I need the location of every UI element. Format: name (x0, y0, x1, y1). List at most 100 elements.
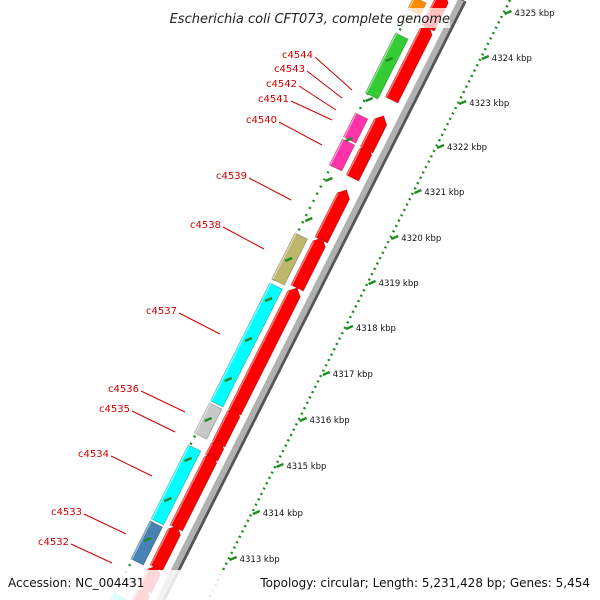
kbp-tick-label: 4314 kbp (263, 509, 303, 519)
reverse-gene-1-highlight (407, 0, 415, 10)
kbp-tick (252, 509, 261, 516)
inner-tick (204, 416, 213, 423)
reverse-gene-6-highlight (210, 282, 272, 402)
gene-leader-line (314, 56, 353, 91)
gene-label[interactable]: c4539 (216, 171, 247, 182)
forward-gene-11-highlight (150, 528, 170, 566)
forward-gene-4-highlight (346, 148, 361, 176)
gene-leader-line (278, 121, 323, 146)
kbp-tick (299, 416, 308, 423)
kbp-tick-label: 4321 kbp (424, 188, 464, 198)
gene-leader-line (110, 455, 153, 477)
forward-gene-10[interactable] (169, 453, 218, 532)
gene-leader-line (131, 410, 176, 433)
kbp-tick (322, 370, 331, 377)
gene-label[interactable]: c4541 (258, 94, 289, 105)
forward-gene-3[interactable] (359, 115, 388, 154)
reverse-gene-8-highlight (151, 444, 190, 520)
gene-leader-line (70, 543, 113, 564)
gene-label[interactable]: c4535 (99, 404, 130, 415)
forward-gene-2-highlight (385, 28, 422, 98)
genome-backbone (156, 0, 464, 600)
kbp-tick-label: 4318 kbp (356, 324, 396, 334)
map-title: Escherichia coli CFT073, complete genome (170, 12, 450, 27)
gene-label[interactable]: c4542 (266, 79, 297, 90)
reverse-gene-3[interactable] (342, 112, 369, 144)
reverse-gene-6[interactable] (209, 282, 283, 408)
inner-tick (284, 256, 293, 263)
inner-tick (304, 216, 313, 223)
reverse-gene-7[interactable] (193, 402, 223, 440)
reverse-gene-4[interactable] (328, 138, 356, 172)
kbp-tick (229, 555, 238, 562)
inner-tick (184, 456, 192, 463)
gene-label[interactable]: c4538 (190, 220, 221, 231)
kbp-tick-label: 4317 kbp (333, 370, 373, 380)
inner-tick (365, 96, 374, 103)
kbp-tick-label: 4325 kbp (515, 9, 555, 19)
gene-leader-line (306, 70, 343, 99)
forward-gene-6[interactable] (290, 237, 326, 292)
gene-leader-line (290, 100, 333, 121)
forward-gene-9-highlight (205, 442, 213, 456)
forward-gene-11[interactable] (149, 525, 181, 572)
gene-label[interactable]: c4534 (78, 449, 109, 460)
kbp-tick (413, 188, 422, 195)
inner-tick (163, 496, 172, 503)
kbp-tick-label: 4323 kbp (469, 99, 509, 109)
forward-gene-5[interactable] (314, 189, 351, 244)
reverse-gene-9-highlight (131, 520, 152, 560)
inner-tick (345, 136, 353, 143)
kbp-tick-label: 4322 kbp (447, 143, 487, 153)
kbp-tick (345, 324, 354, 331)
kbp-tick (368, 279, 377, 286)
forward-gene-8-highlight (212, 410, 229, 442)
reverse-gene-2[interactable] (364, 32, 409, 100)
gene-label[interactable]: c4532 (38, 537, 69, 548)
gene-leader-line (298, 85, 337, 111)
gene-label[interactable]: c4536 (108, 384, 139, 395)
gene-leader-line (222, 226, 265, 250)
gene-leader-line (178, 312, 221, 335)
kbp-tick (458, 99, 467, 106)
gene-leader-line (140, 390, 186, 413)
kbp-tick (504, 9, 512, 16)
genome-summary-text: Topology: circular; Length: 5,231,428 bp… (259, 576, 590, 590)
gene-label[interactable]: c4540 (246, 115, 277, 126)
kbp-label-layer: 4325 kbp 4324 kbp 4323 kbp 4322 kbp 4321 kbp… (240, 9, 555, 565)
inner-tick (385, 56, 394, 63)
kbp-ruler (206, 0, 512, 600)
forward-gene-7-highlight (228, 290, 290, 410)
footer-background (0, 570, 600, 600)
inner-tick (244, 336, 253, 343)
forward-gene-10-highlight (170, 456, 206, 526)
gene-label[interactable]: c4543 (274, 64, 305, 75)
reverse-gene-2-highlight (365, 32, 398, 94)
inner-tick (324, 176, 333, 183)
reverse-gene-5-highlight (272, 232, 297, 280)
inner-tick (224, 376, 233, 383)
forward-gene-3-highlight (360, 118, 376, 148)
gene-label[interactable]: c4533 (51, 507, 82, 518)
inner-tick (264, 296, 273, 303)
forward-gene-8[interactable] (211, 407, 241, 448)
gene-label[interactable]: c4537 (146, 306, 177, 317)
reverse-gene-8[interactable] (150, 444, 202, 526)
kbp-tick-label: 4313 kbp (240, 555, 280, 565)
gene-label[interactable]: c4544 (282, 50, 313, 61)
forward-gene-5-highlight (315, 192, 339, 238)
kbp-tick (390, 234, 399, 241)
kbp-tick (275, 462, 284, 469)
kbp-tick (481, 54, 490, 61)
reverse-gene-4-highlight (329, 138, 344, 166)
forward-gene-6-highlight (291, 240, 315, 286)
kbp-tick-label: 4320 kbp (401, 234, 441, 244)
kbp-tick-label: 4324 kbp (492, 54, 532, 64)
gene-leader-line (83, 513, 127, 535)
gene-leader-line (248, 177, 292, 201)
forward-gene-4[interactable] (345, 145, 373, 182)
reverse-gene-9[interactable] (130, 520, 164, 566)
forward-gene-7[interactable] (227, 287, 301, 416)
title-background (150, 8, 450, 28)
